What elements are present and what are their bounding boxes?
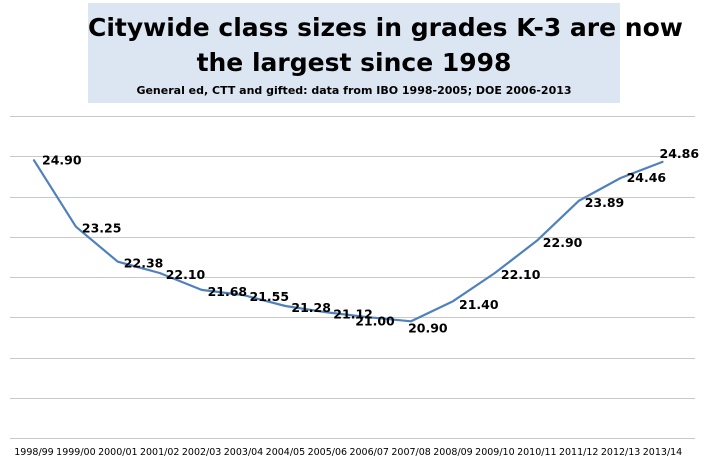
data-label: 21.00 [355, 313, 395, 328]
data-label: 22.10 [501, 267, 541, 282]
data-label: 21.12 [333, 306, 373, 321]
x-tick-label: 2011/12 [559, 447, 598, 458]
data-label: 21.40 [459, 297, 499, 312]
x-tick-label: 1999/00 [56, 447, 95, 458]
x-tick-label: 2009/10 [475, 447, 514, 458]
chart-subtitle: General ed, CTT and gifted: data from IB… [136, 84, 572, 97]
x-tick-label: 2002/03 [182, 447, 221, 458]
x-tick-label: 2007/08 [391, 447, 430, 458]
data-label: 21.28 [291, 300, 331, 315]
data-label: 24.86 [660, 146, 700, 161]
data-label: 22.90 [543, 235, 583, 250]
data-label: 21.68 [208, 284, 248, 299]
title-box: Citywide class sizes in grades K-3 are n… [88, 3, 683, 103]
x-tick-label: 2004/05 [266, 447, 305, 458]
series-line [32, 159, 664, 323]
x-tick-label: 2013/14 [643, 447, 682, 458]
data-label: 21.55 [250, 289, 290, 304]
x-tick-label: 2008/09 [433, 447, 472, 458]
data-label: 22.10 [166, 267, 206, 282]
chart-title-line-2: the largest since 1998 [196, 48, 512, 77]
chart-title-line-1: Citywide class sizes in grades K-3 are n… [88, 13, 683, 42]
x-tick-label: 2001/02 [140, 447, 179, 458]
x-tick-label: 2000/01 [98, 447, 137, 458]
x-tick-label: 2010/11 [517, 447, 556, 458]
x-tick-label: 2005/06 [308, 447, 347, 458]
data-label: 22.38 [124, 256, 164, 271]
x-tick-label: 2012/13 [601, 447, 640, 458]
data-label: 23.25 [82, 221, 122, 236]
data-label: 24.46 [627, 170, 667, 185]
x-tick-label: 2003/04 [224, 447, 263, 458]
data-label: 20.90 [408, 320, 448, 335]
x-axis-tick-labels: 1998/99 1999/00 2000/01 2001/02 2002/03 2003/… [14, 447, 682, 458]
data-label: 23.89 [585, 195, 625, 210]
gridlines [10, 116, 695, 439]
x-tick-label: 2006/07 [349, 447, 388, 458]
series-line-group [32, 159, 664, 323]
data-label: 24.90 [42, 152, 82, 167]
x-tick-label: 1998/99 [14, 447, 53, 458]
